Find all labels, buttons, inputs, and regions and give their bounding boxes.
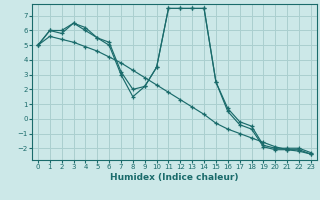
X-axis label: Humidex (Indice chaleur): Humidex (Indice chaleur) [110, 173, 239, 182]
